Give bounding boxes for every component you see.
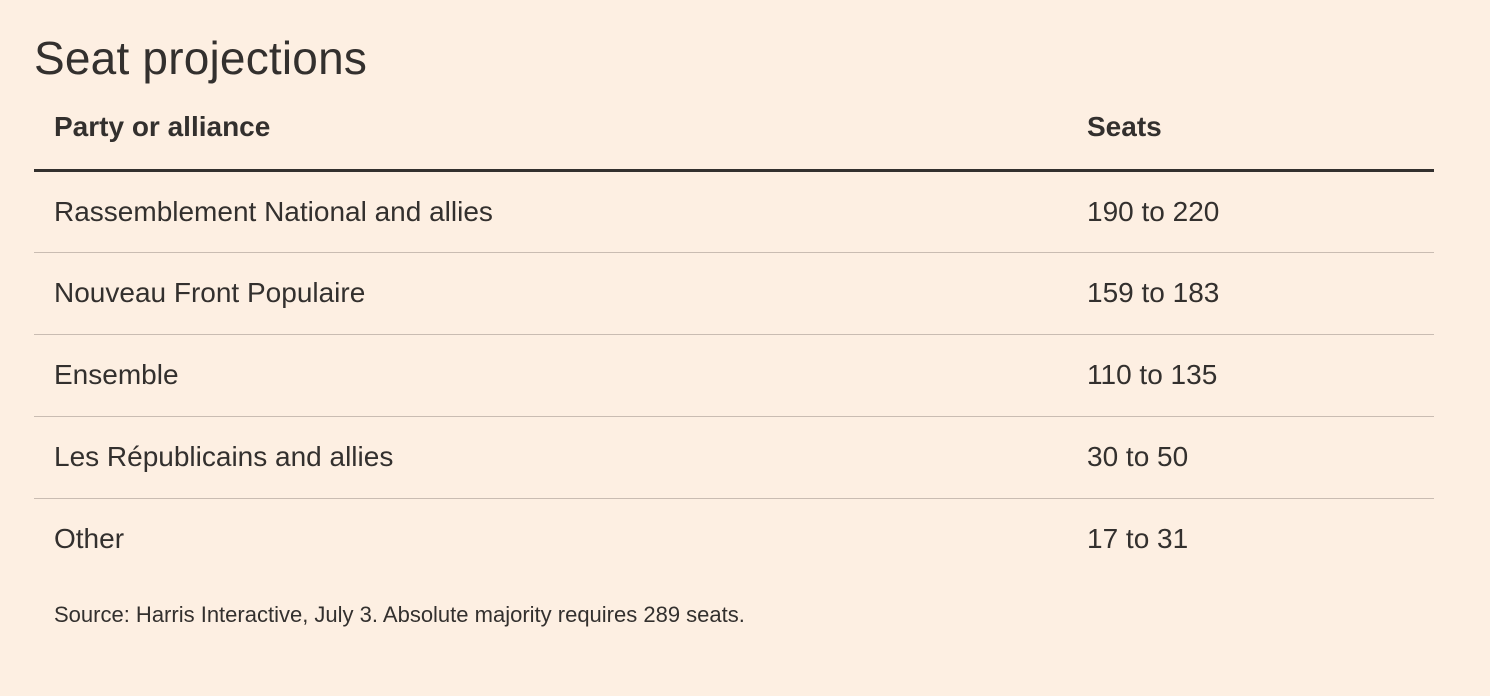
table-row: Les Républicains and allies 30 to 50 — [34, 416, 1434, 499]
seats-cell: 30 to 50 — [1067, 416, 1434, 499]
party-cell: Other — [54, 523, 125, 555]
seat-projections-table-container: Party or alliance Seats Rassemblement Na… — [34, 88, 1434, 580]
table-row: Rassemblement National and allies 190 to… — [34, 170, 1434, 253]
party-cell: Rassemblement National and allies — [34, 170, 1067, 253]
table-row: Other 17 to 31 — [34, 498, 1434, 580]
seats-cell: 159 to 183 — [1067, 252, 1434, 335]
seat-projections-table: Party or alliance Seats Rassemblement Na… — [34, 88, 1434, 580]
table-header: Party or alliance Seats — [34, 88, 1434, 172]
party-cell: Les Républicains and allies — [34, 416, 1067, 499]
table-body: Rassemblement National and allies 190 to… — [34, 170, 1434, 580]
seats-cell: 110 to 135 — [1067, 334, 1434, 417]
column-header-seats: Seats — [1067, 88, 1434, 172]
party-cell: Nouveau Front Populaire — [34, 252, 1067, 335]
seats-cell: 17 to 31 — [1087, 523, 1189, 555]
seats-cell: 190 to 220 — [1067, 170, 1434, 253]
page-title: Seat projections — [34, 32, 368, 84]
source-note: Source: Harris Interactive, July 3. Abso… — [54, 602, 745, 627]
table-row: Ensemble 110 to 135 — [34, 334, 1434, 417]
column-header-party: Party or alliance — [34, 88, 1067, 172]
table-row: Nouveau Front Populaire 159 to 183 — [34, 252, 1434, 335]
party-cell: Ensemble — [34, 334, 1067, 417]
header-row: Party or alliance Seats — [34, 88, 1434, 172]
